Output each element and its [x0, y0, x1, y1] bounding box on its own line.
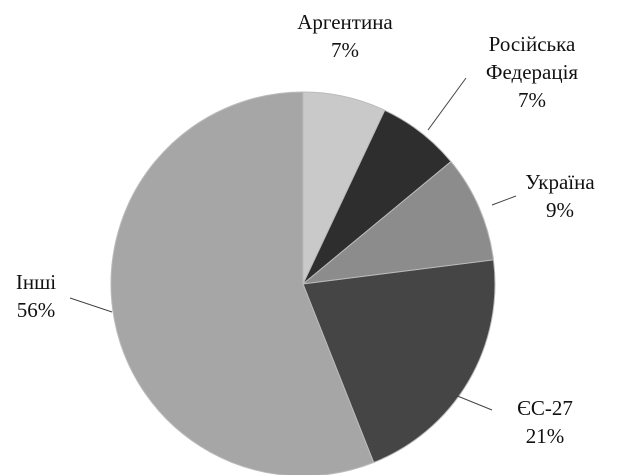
slice-label: Україна 9% — [500, 168, 617, 224]
slice-label: ЄС-27 21% — [485, 394, 605, 450]
leader-line — [491, 195, 517, 206]
category-name: Російська Федерація — [485, 32, 579, 84]
leader-line — [427, 77, 467, 131]
value-label: 56% — [16, 298, 56, 322]
leader-line — [454, 394, 493, 411]
leader-line — [69, 297, 113, 313]
pie-slice — [302, 259, 496, 464]
value-label: 7% — [331, 38, 359, 62]
category-name: Україна — [525, 170, 595, 194]
category-name: ЄС-27 — [517, 396, 573, 420]
category-name: Інші — [15, 270, 57, 294]
value-label: 7% — [518, 88, 546, 112]
pie-slice — [301, 160, 495, 285]
slice-label: Аргентина 7% — [270, 8, 420, 64]
slice-label: Інші 56% — [0, 268, 76, 324]
value-label: 21% — [525, 424, 565, 448]
value-label: 9% — [546, 198, 574, 222]
pie-slice — [110, 91, 375, 475]
category-name: Аргентина — [297, 10, 393, 34]
slice-label: Російська Федерація 7% — [457, 30, 607, 114]
